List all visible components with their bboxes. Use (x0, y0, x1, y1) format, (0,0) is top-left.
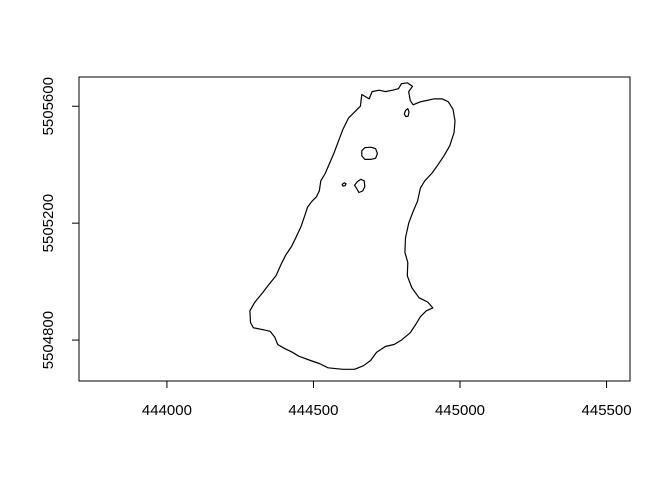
island-outline (341, 182, 347, 187)
island-outline (361, 146, 378, 160)
plot-frame (78, 76, 631, 382)
x-axis: 444000 444500 445000 445500 (142, 380, 632, 419)
lake-shoreline (249, 82, 456, 370)
island-outline (353, 178, 366, 194)
x-tick-label: 444500 (288, 402, 338, 419)
y-tick-label: 5505200 (40, 194, 57, 252)
y-tick-label: 5505600 (40, 77, 57, 135)
x-tick-label: 445500 (582, 402, 632, 419)
lake-outline-layer (249, 82, 456, 370)
x-tick-label: 444000 (142, 402, 192, 419)
y-axis: 5504800 5505200 5505600 (40, 77, 80, 369)
island-outline (403, 108, 410, 118)
y-tick-label: 5504800 (40, 311, 57, 369)
x-tick-label: 445000 (435, 402, 485, 419)
